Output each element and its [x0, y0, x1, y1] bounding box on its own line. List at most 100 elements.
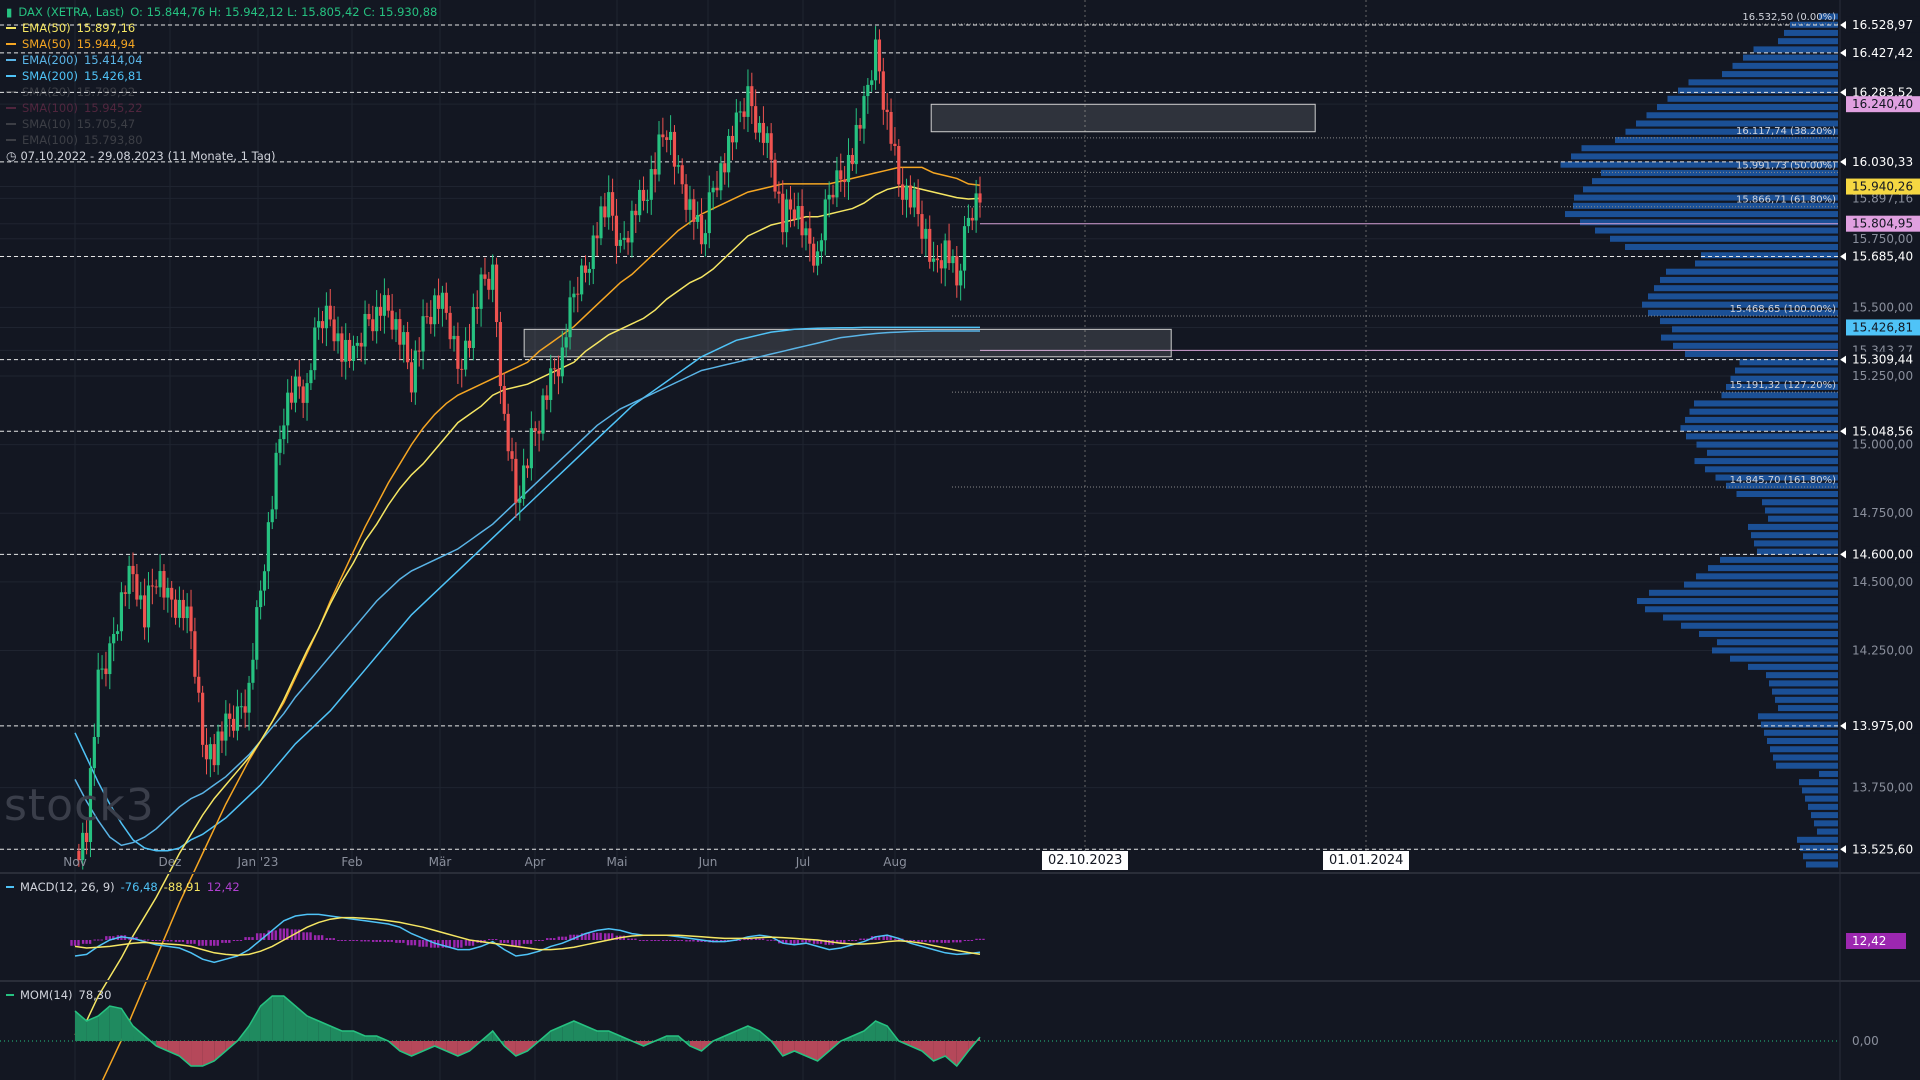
mom-area — [666, 1036, 679, 1041]
candle-body — [607, 192, 611, 218]
macd-histogram-bar — [371, 940, 375, 942]
macd-tag-bg — [1846, 933, 1906, 949]
candle-body — [522, 465, 526, 499]
indicator-row[interactable]: EMA(200) 15.414,04 — [6, 52, 437, 68]
candle-body — [344, 339, 348, 362]
macd-histogram-bar — [221, 940, 224, 943]
volume-profile-bar — [1764, 729, 1838, 736]
macd-histogram-bar — [429, 940, 433, 948]
candle-body — [603, 206, 607, 218]
indicator-row[interactable]: SMA(50) 15.944,94 — [6, 36, 437, 52]
mom-area — [318, 1021, 331, 1041]
candle-body — [676, 165, 680, 167]
macd-histogram-bar — [209, 940, 212, 946]
candle-body — [150, 585, 154, 587]
macd-histogram-bar — [769, 939, 773, 941]
mom-area — [423, 1041, 435, 1051]
macd-histogram-bar — [743, 939, 746, 941]
candle-body — [119, 592, 124, 632]
level-tag-arrow — [1840, 427, 1846, 436]
candle-body — [456, 335, 460, 369]
sma200-line — [74, 326, 980, 852]
candle-body — [390, 310, 394, 330]
candle-body — [235, 706, 240, 731]
macd-histogram-bar — [464, 940, 468, 946]
candle-body — [916, 189, 920, 215]
volume-profile-bar — [1684, 581, 1838, 588]
macd-histogram-bar — [375, 940, 378, 942]
volume-profile-bar — [1580, 219, 1838, 226]
indicator-row[interactable]: SMA(200) 15.426,81 — [6, 68, 437, 84]
candle-body — [413, 350, 417, 393]
date-range[interactable]: ◷ 07.10.2022 - 29.08.2023 (11 Monate, 1 … — [6, 149, 276, 163]
candle-body — [839, 170, 843, 180]
volume-profile-bar — [1736, 491, 1838, 498]
candle-body — [143, 595, 147, 628]
level-tag-arrow — [1840, 88, 1846, 97]
macd-histogram-bar — [105, 936, 108, 940]
level-tag-arrow — [1840, 48, 1846, 57]
level-tag-text: 16.030,33 — [1852, 155, 1913, 169]
candle-body — [924, 228, 928, 239]
candle-body — [541, 395, 545, 434]
candle-body — [808, 228, 812, 244]
indicator-row[interactable]: EMA(100) 15.793,80 — [6, 132, 437, 148]
indicator-row[interactable]: EMA(50) 15.897,16 — [6, 20, 437, 36]
macd-histogram-bar — [812, 940, 816, 944]
volume-profile-bar — [1775, 696, 1838, 703]
line-swatch-icon — [6, 139, 16, 141]
candle-body — [854, 124, 858, 165]
volume-profile-bar — [1817, 828, 1838, 835]
x-axis-label: Feb — [341, 855, 362, 869]
candle-body — [471, 307, 475, 348]
macd-histogram-bar — [882, 936, 885, 940]
candle-body — [750, 86, 754, 107]
volume-profile-bar — [1730, 375, 1838, 382]
candle-body — [672, 131, 677, 167]
indicator-row[interactable]: SMA(10) 15.705,47 — [6, 116, 437, 132]
candle-body — [166, 587, 170, 598]
candle-body — [170, 587, 174, 600]
candle-body — [653, 169, 657, 175]
candle-body — [908, 185, 912, 208]
volume-profile-bar — [1660, 318, 1838, 325]
indicator-row[interactable]: SMA(20) 15.799,92 — [6, 84, 437, 100]
mom-area — [933, 1041, 946, 1061]
candle-body — [533, 428, 537, 431]
date-range-detail: (11 Monate, 1 Tag) — [167, 149, 276, 163]
volume-profile-bar — [1660, 276, 1838, 283]
candle-body — [576, 293, 580, 295]
level-tag-bg — [1846, 546, 1920, 563]
mom-area — [597, 1031, 609, 1041]
level-tag-bg — [1846, 153, 1920, 170]
macd-histogram-bar — [460, 940, 463, 948]
candle-body — [959, 270, 963, 286]
macd-histogram-bar — [924, 940, 927, 942]
macd-histogram-bar — [88, 940, 92, 944]
macd-histogram-bar — [166, 940, 170, 942]
volume-profile-bar — [1694, 400, 1838, 407]
candle-body — [893, 143, 897, 147]
volume-profile-bar — [1758, 713, 1838, 720]
price-axis-tick: 14.500,00 — [1852, 575, 1913, 589]
macd-histogram-bar — [108, 936, 112, 940]
candle-body — [421, 316, 425, 352]
macd-histogram-bar — [255, 933, 259, 940]
candle-body — [583, 265, 588, 273]
x-axis-label: Aug — [883, 855, 906, 869]
volume-profile-bar — [1654, 285, 1838, 292]
volume-profile-bar — [1797, 836, 1838, 843]
macd-histogram-bar — [920, 940, 924, 942]
macd-histogram-bar — [874, 936, 877, 940]
candle-body — [81, 832, 85, 860]
mom-area — [817, 1041, 830, 1061]
volume-profile-bar — [1685, 351, 1838, 358]
macd-histogram-bar — [657, 940, 660, 941]
indicator-row[interactable]: SMA(100) 15.945,22 — [6, 100, 437, 116]
volume-profile-bar — [1776, 762, 1838, 769]
fib-level-label: 16.532,50 (0.00%) — [1742, 12, 1836, 23]
macd-histogram-bar — [425, 940, 428, 947]
macd-histogram-bar — [688, 940, 692, 942]
